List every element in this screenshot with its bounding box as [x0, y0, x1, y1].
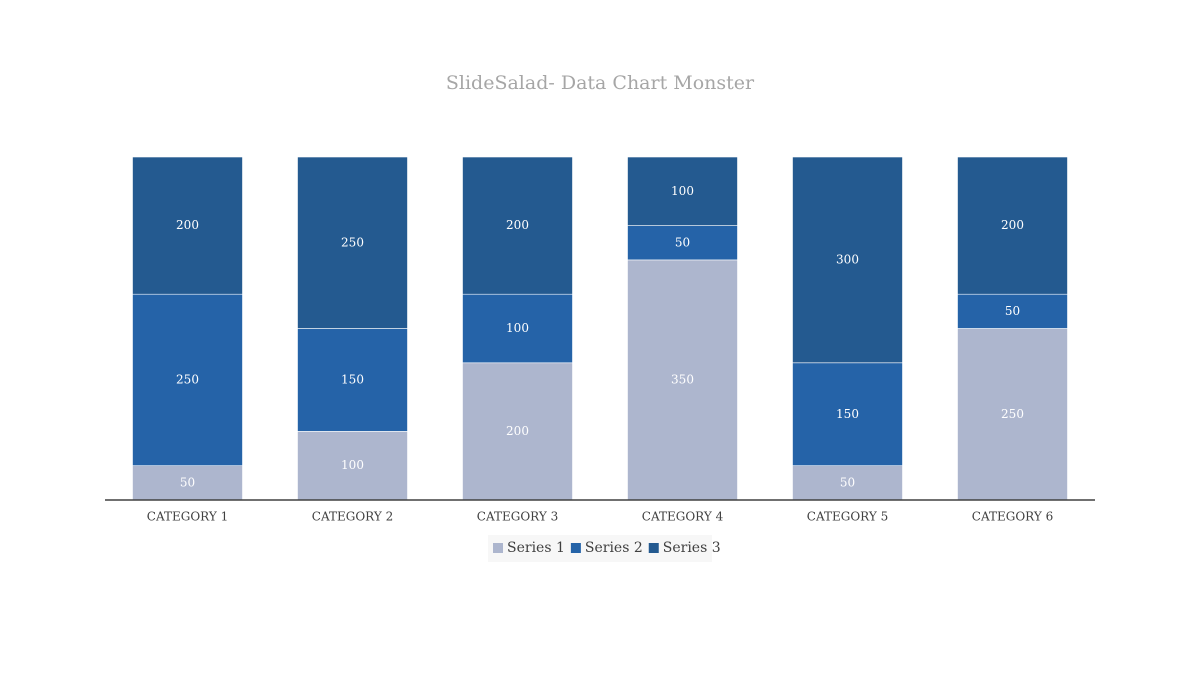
data-label: 250 — [176, 372, 199, 386]
bar-segment — [792, 362, 903, 466]
data-label: 150 — [836, 407, 859, 421]
data-label: 100 — [506, 321, 529, 335]
data-label: 300 — [836, 252, 859, 266]
data-label: 250 — [1001, 407, 1024, 421]
bar-segment — [957, 156, 1068, 295]
data-label: 200 — [506, 218, 529, 232]
legend-swatch — [493, 543, 503, 553]
legend-swatch — [648, 543, 659, 553]
legend-swatch — [570, 543, 581, 553]
bar-segment — [132, 156, 243, 295]
data-label: 200 — [176, 218, 199, 232]
bar-segment — [792, 156, 903, 364]
bar-segment — [627, 259, 738, 501]
legend-label: Series 3 — [663, 540, 721, 556]
bar-segment — [297, 431, 408, 501]
legend-label: Series 2 — [585, 540, 643, 556]
x-tick-label: CATEGORY 6 — [972, 510, 1053, 524]
x-tick-label: CATEGORY 2 — [312, 510, 393, 524]
data-label: 100 — [341, 458, 364, 472]
bar-segment — [462, 293, 573, 364]
data-label: 50 — [180, 475, 195, 489]
data-label: 100 — [671, 184, 694, 198]
bar-segment — [957, 328, 1068, 501]
x-tick-label: CATEGORY 3 — [477, 510, 558, 524]
bar-segment — [132, 465, 243, 501]
bar-segment — [627, 156, 738, 226]
x-tick-label: CATEGORY 5 — [807, 510, 888, 524]
bar-segment — [462, 156, 573, 295]
chart-title: SlideSalad- Data Chart Monster — [446, 72, 755, 94]
data-label: 50 — [675, 235, 690, 249]
bar-segment — [627, 225, 738, 261]
bar-segment — [297, 156, 408, 329]
bar-segment — [792, 465, 903, 501]
bar-segment — [957, 293, 1068, 329]
data-label: 200 — [1001, 218, 1024, 232]
data-label: 50 — [840, 475, 855, 489]
data-label: 150 — [341, 372, 364, 386]
data-label: 350 — [671, 372, 694, 386]
legend-box — [488, 535, 712, 562]
legend-label: Series 1 — [507, 540, 565, 556]
data-label: 200 — [506, 424, 529, 438]
bar-segment — [297, 328, 408, 432]
data-label: 50 — [1005, 304, 1020, 318]
x-tick-label: CATEGORY 1 — [147, 510, 228, 524]
bar-segment — [462, 362, 573, 501]
data-label: 250 — [341, 235, 364, 249]
x-tick-label: CATEGORY 4 — [642, 510, 724, 524]
